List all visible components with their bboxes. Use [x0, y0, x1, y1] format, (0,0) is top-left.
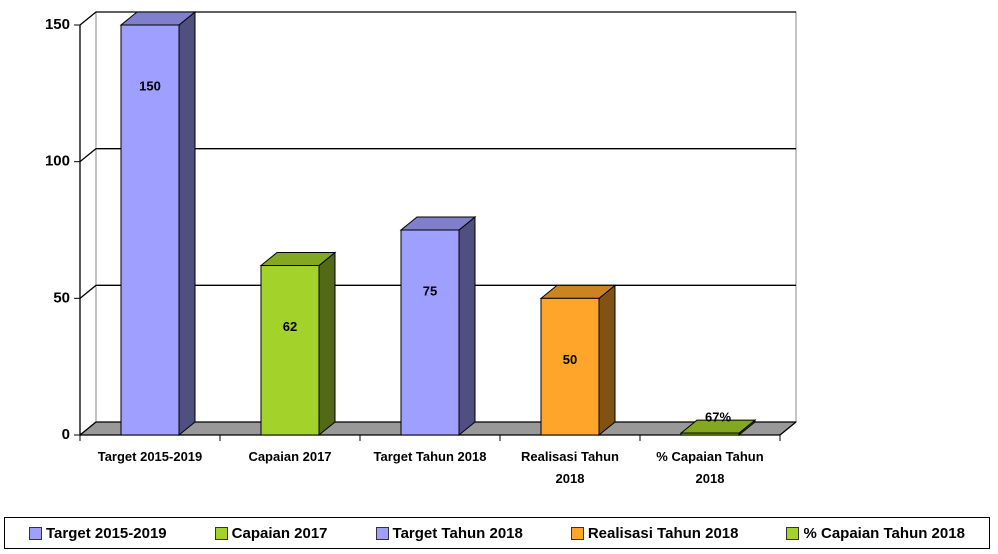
legend-swatch [786, 526, 800, 540]
legend-swatch [375, 526, 389, 540]
bar-front [120, 24, 180, 436]
grid-line [79, 148, 796, 163]
data-label: 75 [423, 283, 437, 298]
bar-front [400, 229, 460, 436]
data-label: 62 [283, 319, 297, 334]
x-tick-label: Realisasi Tahun 2018 [520, 449, 619, 486]
legend-item: % Capaian Tahun 2018 [786, 524, 965, 542]
legend-swatch [570, 526, 584, 540]
legend-item: Target 2015-2019 [29, 525, 167, 542]
y-tick-label: 150 [45, 16, 70, 33]
y-tick-label: 100 [45, 153, 70, 170]
grid-line [79, 11, 796, 26]
legend-label: Capaian 2017 [231, 524, 328, 542]
data-label: 50 [563, 352, 577, 367]
x-tick-label: Target 2015-2019 [97, 449, 203, 464]
bar-front [540, 297, 600, 436]
legend-label: Target 2015-2019 [46, 524, 167, 542]
y-tick-label: 50 [53, 289, 70, 306]
legend-swatch [214, 526, 228, 540]
legend-swatch [29, 526, 42, 540]
bar-front [260, 265, 320, 436]
data-label: 67% [705, 410, 731, 425]
legend-item: Capaian 2017 [214, 524, 328, 542]
bar [259, 251, 337, 437]
bar [539, 284, 617, 437]
bar [679, 419, 757, 437]
y-tick-label: 0 [62, 426, 70, 443]
bar [399, 215, 477, 437]
bar [119, 10, 197, 437]
bar-side [178, 10, 196, 437]
legend-label: Realisasi Tahun 2018 [587, 524, 739, 542]
bar-side [458, 215, 476, 437]
x-tick-label: Target Tahun 2018 [373, 449, 487, 464]
data-label: 150 [139, 78, 161, 93]
bar-side [318, 251, 336, 437]
x-tick-label: Capaian 2017 [248, 449, 332, 464]
x-tick-label: % Capaian Tahun 2018 [656, 449, 764, 486]
side-wall [79, 10, 97, 437]
legend-label: Target Tahun 2018 [392, 524, 523, 542]
bar-side [598, 284, 616, 437]
legend: Target 2015-2019 Capaian 2017 Target Tahun… [4, 517, 990, 549]
x-axis-depth [779, 421, 797, 436]
legend-item: Realisasi Tahun 2018 [570, 524, 739, 542]
bar-front [680, 432, 740, 436]
legend-label: % Capaian Tahun 2018 [803, 524, 965, 542]
legend-item: Target Tahun 2018 [375, 524, 523, 542]
